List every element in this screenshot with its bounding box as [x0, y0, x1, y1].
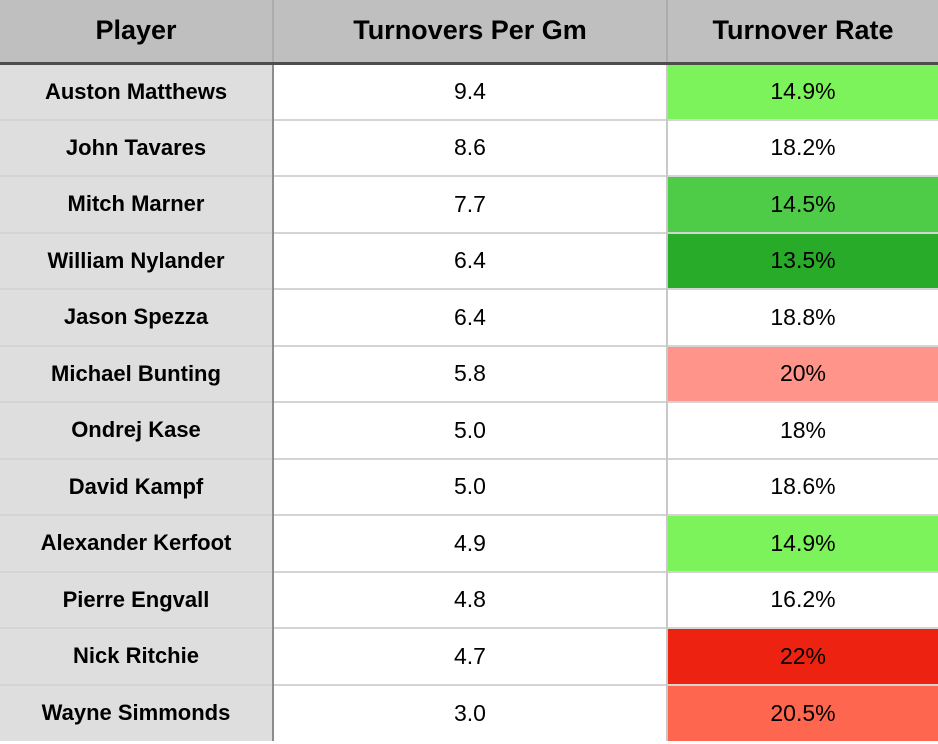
table-row: Auston Matthews 9.4 14.9% — [0, 63, 938, 120]
player-name-cell: David Kampf — [0, 457, 274, 515]
player-name-cell: Jason Spezza — [0, 288, 274, 346]
table-row: Pierre Engvall 4.8 16.2% — [0, 570, 938, 628]
table-row: Mitch Marner 7.7 14.5% — [0, 175, 938, 233]
turnovers-per-gm-cell: 5.0 — [273, 401, 668, 459]
player-name-cell: Wayne Simmonds — [0, 683, 274, 741]
turnover-rate-cell: 18.2% — [667, 118, 938, 176]
turnovers-per-gm-cell: 4.8 — [273, 570, 668, 628]
turnovers-per-gm-cell: 3.0 — [273, 683, 668, 741]
player-name-cell: Mitch Marner — [0, 175, 274, 233]
table-row: Ondrej Kase 5.0 18% — [0, 401, 938, 459]
table-row: John Tavares 8.6 18.2% — [0, 118, 938, 176]
player-name-cell: Nick Ritchie — [0, 627, 274, 685]
turnover-rate-cell: 18.6% — [667, 457, 938, 515]
column-header-turnovers-per-gm: Turnovers Per Gm — [272, 0, 667, 65]
table-body: Auston Matthews 9.4 14.9% John Tavares 8.6 18… — [0, 63, 938, 741]
table-row: Alexander Kerfoot 4.9 14.9% — [0, 514, 938, 572]
turnovers-per-gm-cell: 6.4 — [273, 231, 668, 289]
table-row: William Nylander 6.4 13.5% — [0, 231, 938, 289]
turnover-rate-cell: 20.5% — [667, 683, 938, 741]
table-header: Player Turnovers Per Gm Turnover Rate — [0, 0, 938, 65]
table-row: Wayne Simmonds 3.0 20.5% — [0, 683, 938, 741]
turnover-rate-cell: 14.5% — [667, 175, 938, 233]
player-name-cell: John Tavares — [0, 118, 274, 176]
turnovers-per-gm-cell: 8.6 — [273, 118, 668, 176]
player-name-cell: Auston Matthews — [0, 63, 274, 120]
turnover-rate-cell: 18.8% — [667, 288, 938, 346]
header-row: Player Turnovers Per Gm Turnover Rate — [0, 0, 938, 65]
turnovers-per-gm-cell: 7.7 — [273, 175, 668, 233]
turnover-rate-cell: 16.2% — [667, 570, 938, 628]
player-name-cell: Michael Bunting — [0, 344, 274, 402]
column-header-turnover-rate: Turnover Rate — [666, 0, 938, 65]
turnovers-per-gm-cell: 5.0 — [273, 457, 668, 515]
table-row: Michael Bunting 5.8 20% — [0, 344, 938, 402]
table-row: Nick Ritchie 4.7 22% — [0, 627, 938, 685]
turnover-rate-cell: 13.5% — [667, 231, 938, 289]
player-name-cell: William Nylander — [0, 231, 274, 289]
turnovers-per-gm-cell: 4.9 — [273, 514, 668, 572]
turnovers-per-gm-cell: 6.4 — [273, 288, 668, 346]
table-row: Jason Spezza 6.4 18.8% — [0, 288, 938, 346]
turnover-rate-cell: 14.9% — [667, 514, 938, 572]
player-name-cell: Alexander Kerfoot — [0, 514, 274, 572]
turnovers-per-gm-cell: 5.8 — [273, 344, 668, 402]
table-row: David Kampf 5.0 18.6% — [0, 457, 938, 515]
player-name-cell: Pierre Engvall — [0, 570, 274, 628]
turnover-rate-cell: 18% — [667, 401, 938, 459]
turnovers-per-gm-cell: 9.4 — [273, 63, 668, 120]
turnover-rate-cell: 14.9% — [667, 63, 938, 120]
player-name-cell: Ondrej Kase — [0, 401, 274, 459]
turnover-rate-cell: 20% — [667, 344, 938, 402]
turnover-rate-cell: 22% — [667, 627, 938, 685]
turnovers-per-gm-cell: 4.7 — [273, 627, 668, 685]
column-header-player: Player — [0, 0, 273, 65]
